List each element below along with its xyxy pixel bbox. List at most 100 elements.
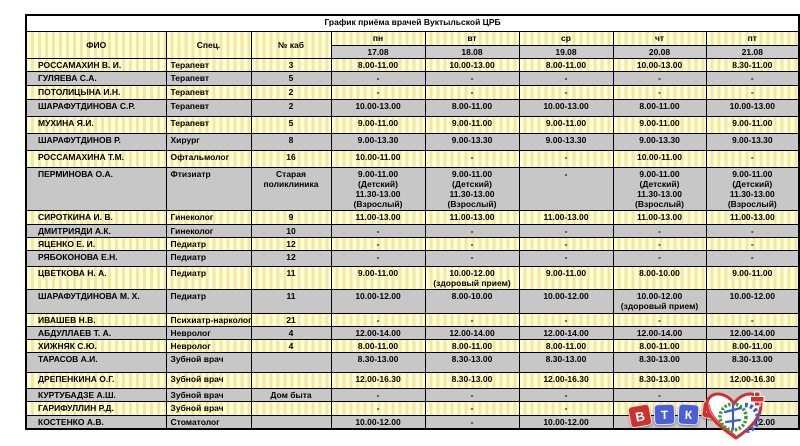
kab-cell: 5 [250, 115, 332, 134]
time-cell: 9.00-11.00 (Детский) 11.30-13.00 (Взросл… [612, 166, 707, 212]
time-cell: 8.00-11.00 [330, 58, 426, 73]
page-title: График приёма врачей Вуктыльской ЦРБ [25, 14, 800, 32]
table-row: ШАРАФУТДИНОВА С.Р. Терапевт 2 10.00-13.00 8.… [25, 98, 800, 117]
time-cell: 12.00-16.30 [705, 372, 800, 390]
time-cell: - [424, 71, 520, 86]
time-cell: 10.00-13.00 [705, 98, 800, 117]
vtk-tile-k-icon: К [677, 403, 700, 426]
col-header-fio: ФИО [25, 30, 167, 60]
spec-cell: Терапевт [165, 115, 252, 134]
time-cell: 9.00-11.00 [612, 115, 707, 134]
table-row: ТАРАСОВ А.И. Зубной врач 8.30-13.00 8.30-13… [25, 352, 800, 374]
time-cell: 8.30-13.00 [424, 372, 520, 390]
time-cell: 9.00-11.00 (Детский) 11.30-13.00 (Взросл… [705, 166, 800, 212]
time-cell: 8.30-13.00 [705, 352, 800, 374]
table-row: ДМИТРИЯДИ А.К. Гинеколог 10- - - - - [25, 223, 800, 238]
time-cell: 10.00-12.00 [518, 289, 614, 314]
fio-cell: ДРЕПЕНКИНА О.Г. [25, 372, 167, 390]
time-cell: 8.30-11.00 [705, 58, 800, 73]
time-cell: 9.00-11.00 [705, 115, 800, 134]
time-cell: 10.00-13.00 [612, 58, 707, 73]
time-cell: 9.00-13.30 [424, 132, 520, 151]
spec-cell: Терапевт [165, 58, 252, 73]
time-cell: - [330, 71, 426, 86]
time-cell: 9.00-11.00 (Детский) 11.30-13.00 (Взросл… [424, 166, 520, 212]
table-row: ЯЦЕНКО Е. И. Педиатр 12- - - - - [25, 236, 800, 251]
time-cell: 12.00-16.30 [330, 372, 426, 390]
spec-cell: Невролог [165, 338, 252, 354]
date-wed: 19.08 [518, 44, 614, 60]
fio-cell: ИВАШЕВ Н.В. [25, 312, 167, 327]
schedule-body: РОССАМАХИН В. И. Терапевт 3 8.00-11.00 10.00… [25, 58, 800, 430]
table-row: ГУЛЯЕВА С.А. Терапевт 5- - - - - [25, 71, 800, 86]
kab-cell: 11 [250, 289, 332, 314]
time-cell: - [330, 84, 426, 100]
time-cell: - [518, 149, 614, 168]
time-cell: 11.00-13.00 [705, 210, 800, 225]
time-cell: 8.30-13.00 [612, 352, 707, 374]
vtk-tile-t-icon: Т [653, 403, 676, 426]
table-row: МУХИНА Я.И. Терапевт 5 9.00-11.00 9.00-11.00… [25, 115, 800, 134]
time-cell: 10.00-11.00 [612, 149, 707, 168]
col-header-day-fri: пт [705, 31, 800, 46]
date-tue: 18.08 [424, 44, 520, 60]
time-cell: 12.00-14.00 [612, 325, 707, 341]
time-cell: - [612, 71, 707, 86]
time-cell: - [705, 71, 800, 86]
col-header-day-mon: пн [330, 31, 426, 46]
col-header-day-thu: чт [612, 31, 707, 46]
schedule-table: График приёма врачей Вуктыльской ЦРБ ФИО… [25, 14, 800, 430]
kab-cell: 11 [250, 265, 332, 291]
spec-cell: Зубной врач [165, 372, 252, 390]
time-cell: - [518, 71, 614, 86]
kab-cell: 10 [250, 223, 332, 238]
time-cell: - [518, 249, 614, 267]
time-cell: 11.00-13.00 [518, 210, 614, 225]
time-cell: 10.00-13.00 [330, 98, 426, 117]
kab-cell: 21 [250, 312, 332, 327]
table-row: СИРОТКИНА И. В. Гинеколог 9 11.00-13.00 11.0… [25, 210, 800, 225]
kab-cell [250, 414, 332, 430]
spec-cell: Фтизиатр [165, 166, 252, 212]
kab-cell [250, 352, 332, 374]
time-cell: 9.00-11.00 [424, 115, 520, 134]
time-cell: 10.00-12.00 [518, 414, 614, 430]
fio-cell: КУРТУБАДЗЕ А.Ш. [25, 388, 167, 403]
time-cell: 8.00-11.00 [518, 58, 614, 73]
col-header-day-wed: ср [518, 31, 614, 46]
time-cell: - [705, 84, 800, 100]
time-cell: - [330, 223, 426, 238]
table-row: РОССАМАХИН В. И. Терапевт 3 8.00-11.00 10.00… [25, 58, 800, 73]
time-cell: 8.30-13.00 [330, 352, 426, 374]
date-mon: 17.08 [330, 44, 426, 60]
time-cell: - [705, 312, 800, 327]
time-cell: 8.30-13.00 [518, 352, 614, 374]
table-row: ХИЖНЯК С.Ю. Невролог 4 8.00-11.00 8.00-11.00… [25, 338, 800, 354]
header-row: ФИО Спец. № каб пн вт ср чт пт [25, 30, 800, 60]
fio-cell: ПОТОЛИЦЫНА И.Н. [25, 84, 167, 100]
fio-cell: АБДУЛЛАЕВ Т. А. [25, 325, 167, 341]
time-cell: 10.00-12.00 (здоровый прием) [424, 265, 520, 291]
kab-cell: 3 [250, 58, 332, 73]
fio-cell: СИРОТКИНА И. В. [25, 210, 167, 225]
time-cell: - [518, 312, 614, 327]
time-cell: - [424, 236, 520, 251]
kab-cell: 8 [250, 132, 332, 151]
kab-cell: 4 [250, 338, 332, 354]
time-cell: - [612, 223, 707, 238]
time-cell: 10.00-13.00 [518, 98, 614, 117]
time-cell: - [424, 249, 520, 267]
time-cell: 9.00-11.00 [330, 115, 426, 134]
time-cell: - [612, 236, 707, 251]
time-cell: 9.00-11.00 [705, 265, 800, 291]
kab-cell: 16 [250, 149, 332, 168]
time-cell: - [705, 236, 800, 251]
time-cell: - [612, 249, 707, 267]
kab-cell: 2 [250, 84, 332, 100]
time-cell: - [424, 414, 520, 430]
time-cell: - [705, 149, 800, 168]
time-cell: 12.00-14.00 [705, 325, 800, 341]
time-cell: - [518, 236, 614, 251]
